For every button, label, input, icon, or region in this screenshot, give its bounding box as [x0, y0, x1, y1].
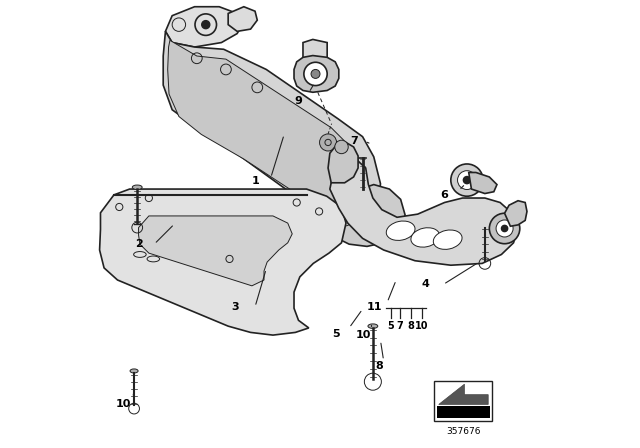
Polygon shape	[163, 31, 380, 237]
Text: 4: 4	[422, 280, 430, 289]
Ellipse shape	[387, 221, 415, 241]
Ellipse shape	[411, 228, 440, 247]
Text: 2: 2	[135, 239, 143, 249]
Circle shape	[311, 69, 320, 78]
Text: 357676: 357676	[446, 427, 481, 436]
Polygon shape	[439, 384, 488, 405]
Text: 9: 9	[294, 96, 302, 106]
Polygon shape	[100, 189, 346, 335]
Circle shape	[202, 21, 210, 29]
Polygon shape	[165, 7, 244, 47]
Circle shape	[451, 164, 483, 196]
Text: 7: 7	[396, 321, 403, 331]
Ellipse shape	[132, 185, 142, 190]
Circle shape	[463, 177, 470, 184]
Circle shape	[502, 225, 508, 232]
Ellipse shape	[433, 230, 462, 250]
Circle shape	[335, 140, 348, 154]
Polygon shape	[303, 39, 327, 58]
Text: 8: 8	[408, 321, 414, 331]
Polygon shape	[330, 156, 518, 265]
Text: 5: 5	[333, 329, 340, 339]
Ellipse shape	[368, 324, 378, 328]
Polygon shape	[168, 40, 367, 231]
Text: 8: 8	[375, 362, 383, 371]
Text: 7: 7	[350, 136, 358, 146]
Circle shape	[319, 134, 337, 151]
Circle shape	[458, 171, 476, 190]
Text: 11: 11	[366, 302, 382, 312]
Circle shape	[362, 207, 379, 224]
Text: 6: 6	[440, 190, 448, 200]
Circle shape	[304, 62, 327, 86]
Polygon shape	[139, 216, 292, 286]
Bar	[437, 406, 490, 418]
Text: 10: 10	[116, 399, 131, 409]
Polygon shape	[336, 185, 405, 246]
FancyBboxPatch shape	[435, 381, 493, 421]
Ellipse shape	[130, 369, 138, 373]
Text: 3: 3	[232, 302, 239, 312]
Polygon shape	[294, 56, 339, 92]
Circle shape	[490, 213, 520, 244]
Text: 1: 1	[252, 177, 260, 186]
Polygon shape	[504, 201, 527, 226]
Polygon shape	[228, 7, 257, 31]
Text: 10: 10	[356, 330, 371, 340]
Polygon shape	[328, 142, 358, 183]
Text: 5: 5	[387, 321, 394, 331]
Circle shape	[496, 220, 513, 237]
Polygon shape	[468, 172, 497, 194]
Text: 10: 10	[415, 321, 429, 331]
